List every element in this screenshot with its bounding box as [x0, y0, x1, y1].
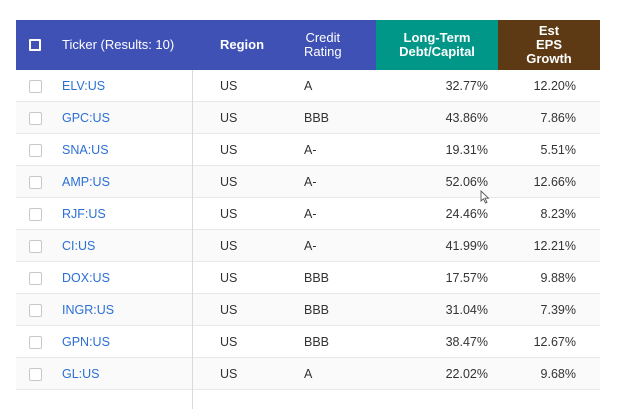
debt-capital-cell: 24.46% — [445, 207, 488, 221]
region-cell: US — [220, 111, 238, 125]
column-header-eps-line2: EPS — [535, 37, 562, 52]
credit-rating-cell: BBB — [304, 271, 330, 285]
column-header-long-term-debt[interactable]: Long-Term Debt/Capital — [376, 20, 498, 70]
debt-capital-cell: 52.06% — [445, 175, 488, 189]
table-header: Ticker (Results: 10) Region Credit Ratin… — [16, 20, 600, 70]
table-body: ELV:US US A 32.77% 12.20% GPC:US US BBB … — [16, 70, 600, 390]
ticker-link[interactable]: GL:US — [62, 367, 100, 381]
row-checkbox[interactable] — [28, 335, 42, 349]
debt-capital-cell: 41.99% — [445, 239, 488, 253]
credit-rating-cell: A- — [304, 143, 317, 157]
column-header-debt-line2: Debt/Capital — [399, 44, 475, 59]
table-row: INGR:US US BBB 31.04% 7.39% — [16, 294, 600, 326]
table-row: RJF:US US A- 24.46% 8.23% — [16, 198, 600, 230]
eps-growth-cell: 5.51% — [540, 143, 576, 157]
ticker-link[interactable]: SNA:US — [62, 143, 109, 157]
row-checkbox[interactable] — [28, 111, 42, 125]
credit-rating-cell: A- — [304, 175, 317, 189]
ticker-link[interactable]: DOX:US — [62, 271, 110, 285]
debt-capital-cell: 31.04% — [445, 303, 488, 317]
region-cell: US — [220, 143, 238, 157]
eps-growth-cell: 7.39% — [540, 303, 576, 317]
column-header-eps-line3: Growth — [526, 51, 572, 66]
debt-capital-cell: 22.02% — [445, 367, 488, 381]
debt-capital-cell: 17.57% — [445, 271, 488, 285]
region-cell: US — [220, 239, 238, 253]
credit-rating-cell: BBB — [304, 335, 330, 349]
column-header-credit-line1: Credit — [305, 30, 341, 45]
region-cell: US — [220, 335, 238, 349]
row-checkbox[interactable] — [28, 367, 42, 381]
table-row: SNA:US US A- 19.31% 5.51% — [16, 134, 600, 166]
region-cell: US — [220, 367, 238, 381]
row-checkbox[interactable] — [28, 271, 42, 285]
credit-rating-cell: BBB — [304, 303, 330, 317]
row-checkbox[interactable] — [28, 239, 42, 253]
row-checkbox[interactable] — [28, 207, 42, 221]
ticker-link[interactable]: CI:US — [62, 239, 96, 253]
select-all-cell — [16, 20, 54, 70]
ticker-link[interactable]: INGR:US — [62, 303, 115, 317]
mouse-cursor-icon — [480, 190, 490, 204]
eps-growth-cell: 12.21% — [533, 239, 576, 253]
row-checkbox[interactable] — [28, 79, 42, 93]
select-all-checkbox[interactable] — [29, 39, 41, 51]
eps-growth-cell: 8.23% — [540, 207, 576, 221]
table-row: GPN:US US BBB 38.47% 12.67% — [16, 326, 600, 358]
column-header-ticker[interactable]: Ticker (Results: 10) — [54, 20, 192, 70]
credit-rating-cell: A- — [304, 207, 317, 221]
region-cell: US — [220, 175, 238, 189]
table-row: GL:US US A 22.02% 9.68% — [16, 358, 600, 390]
debt-capital-cell: 38.47% — [445, 335, 488, 349]
ticker-link[interactable]: AMP:US — [62, 175, 110, 189]
table-row: ELV:US US A 32.77% 12.20% — [16, 70, 600, 102]
eps-growth-cell: 12.66% — [533, 175, 576, 189]
eps-growth-cell: 12.20% — [533, 79, 576, 93]
ticker-link[interactable]: GPC:US — [62, 111, 110, 125]
column-header-credit-line2: Rating — [304, 44, 342, 59]
column-header-est-eps-growth[interactable]: Est EPS Growth — [498, 20, 600, 70]
ticker-link[interactable]: RJF:US — [62, 207, 106, 221]
column-header-debt-line1: Long-Term — [403, 30, 471, 45]
credit-rating-cell: A — [304, 79, 313, 93]
row-checkbox[interactable] — [28, 143, 42, 157]
column-header-credit-rating[interactable]: Credit Rating — [270, 20, 376, 70]
results-table: Ticker (Results: 10) Region Credit Ratin… — [16, 20, 600, 409]
eps-growth-cell: 9.88% — [540, 271, 576, 285]
frozen-column-divider[interactable] — [192, 70, 193, 409]
region-cell: US — [220, 207, 238, 221]
ticker-link[interactable]: ELV:US — [62, 79, 106, 93]
column-header-eps-line1: Est — [538, 23, 560, 38]
region-cell: US — [220, 271, 238, 285]
credit-rating-cell: A- — [304, 239, 317, 253]
column-header-region-label: Region — [220, 37, 265, 52]
row-checkbox[interactable] — [28, 303, 42, 317]
row-checkbox[interactable] — [28, 175, 42, 189]
column-header-ticker-label: Ticker (Results: 10) — [62, 37, 175, 52]
ticker-link[interactable]: GPN:US — [62, 335, 110, 349]
table-row: GPC:US US BBB 43.86% 7.86% — [16, 102, 600, 134]
credit-rating-cell: BBB — [304, 111, 330, 125]
table-row: CI:US US A- 41.99% 12.21% — [16, 230, 600, 262]
table-row: DOX:US US BBB 17.57% 9.88% — [16, 262, 600, 294]
eps-growth-cell: 12.67% — [533, 335, 576, 349]
region-cell: US — [220, 79, 238, 93]
table-row: AMP:US US A- 52.06% 12.66% — [16, 166, 600, 198]
eps-growth-cell: 9.68% — [540, 367, 576, 381]
debt-capital-cell: 43.86% — [445, 111, 488, 125]
region-cell: US — [220, 303, 238, 317]
eps-growth-cell: 7.86% — [540, 111, 576, 125]
debt-capital-cell: 32.77% — [445, 79, 488, 93]
column-header-region[interactable]: Region — [192, 20, 270, 70]
debt-capital-cell: 19.31% — [445, 143, 488, 157]
credit-rating-cell: A — [304, 367, 313, 381]
